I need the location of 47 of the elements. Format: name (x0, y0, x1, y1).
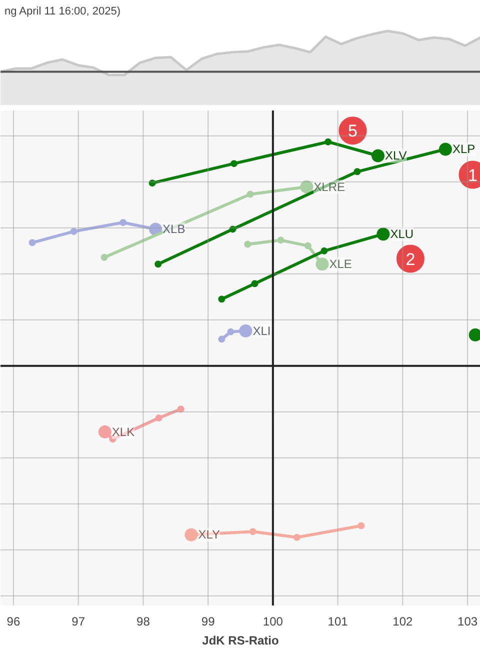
x-axis-title: JdK RS-Ratio (202, 634, 279, 648)
x-tick-label: 101 (328, 614, 348, 628)
point (28, 239, 36, 246)
x-tick-label: 103 (458, 614, 478, 628)
chart-title: ng April 11 16:00, 2025) (4, 6, 120, 18)
point (100, 254, 108, 261)
point (227, 328, 234, 336)
annotation: 1 (468, 166, 478, 185)
point (244, 240, 252, 248)
series-label: XLY (198, 528, 220, 542)
point (251, 280, 258, 288)
point (354, 168, 361, 176)
series-label: XLI (252, 324, 271, 338)
x-tick-label: 96 (6, 614, 20, 628)
point (148, 180, 156, 187)
annotation: 5 (348, 122, 358, 141)
x-tick-label: 97 (72, 614, 86, 628)
point (109, 436, 116, 443)
point (155, 414, 162, 422)
series-label: XLP (452, 142, 476, 156)
point (230, 160, 238, 168)
series-label: XLU (390, 227, 414, 242)
point (218, 336, 226, 343)
point (218, 296, 226, 303)
point (277, 236, 284, 244)
x-tick-label: 102 (392, 614, 413, 628)
series-label: XLE (329, 257, 352, 272)
point (154, 260, 162, 268)
x-tick-label: 100 (262, 614, 284, 628)
point (177, 406, 184, 413)
point (304, 242, 312, 250)
point (249, 528, 256, 536)
x-tick-label: 98 (136, 614, 150, 628)
series-label: XLK (112, 424, 135, 439)
point (293, 534, 300, 541)
series-label: XLV (385, 148, 407, 163)
annotation: 2 (406, 250, 416, 269)
point (246, 190, 254, 198)
point (229, 226, 236, 233)
point (468, 328, 480, 342)
x-tick-label: 99 (201, 614, 216, 628)
point (320, 247, 328, 254)
series-label: XLB (162, 222, 186, 236)
point (324, 138, 332, 146)
point (120, 218, 127, 226)
point (70, 228, 78, 235)
point (358, 522, 365, 530)
